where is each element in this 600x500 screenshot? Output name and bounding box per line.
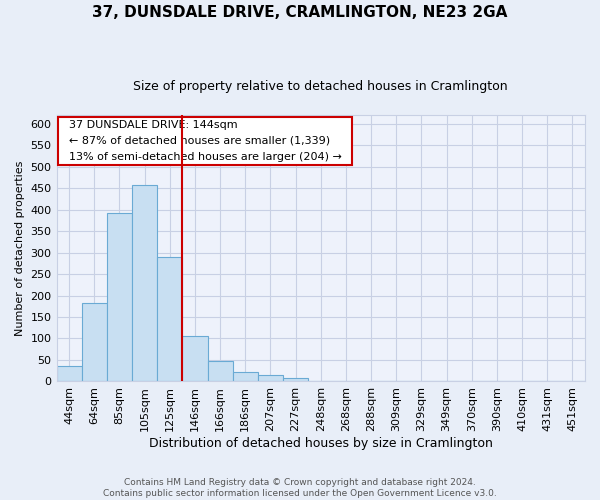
Title: Size of property relative to detached houses in Cramlington: Size of property relative to detached ho… — [133, 80, 508, 93]
Bar — [107, 212, 132, 382]
Bar — [258, 375, 283, 382]
Bar — [157, 257, 182, 382]
Bar — [233, 372, 258, 382]
Bar — [283, 378, 308, 382]
Bar — [182, 336, 208, 382]
Text: Contains HM Land Registry data © Crown copyright and database right 2024.
Contai: Contains HM Land Registry data © Crown c… — [103, 478, 497, 498]
Bar — [208, 361, 233, 382]
Bar — [56, 366, 82, 382]
X-axis label: Distribution of detached houses by size in Cramlington: Distribution of detached houses by size … — [149, 437, 493, 450]
Bar — [82, 303, 107, 382]
Bar — [132, 184, 157, 382]
Bar — [308, 380, 334, 382]
Text: 37, DUNSDALE DRIVE, CRAMLINGTON, NE23 2GA: 37, DUNSDALE DRIVE, CRAMLINGTON, NE23 2G… — [92, 5, 508, 20]
Text: 37 DUNSDALE DRIVE: 144sqm
  ← 87% of detached houses are smaller (1,339)
  13% o: 37 DUNSDALE DRIVE: 144sqm ← 87% of detac… — [62, 120, 349, 162]
Y-axis label: Number of detached properties: Number of detached properties — [15, 160, 25, 336]
